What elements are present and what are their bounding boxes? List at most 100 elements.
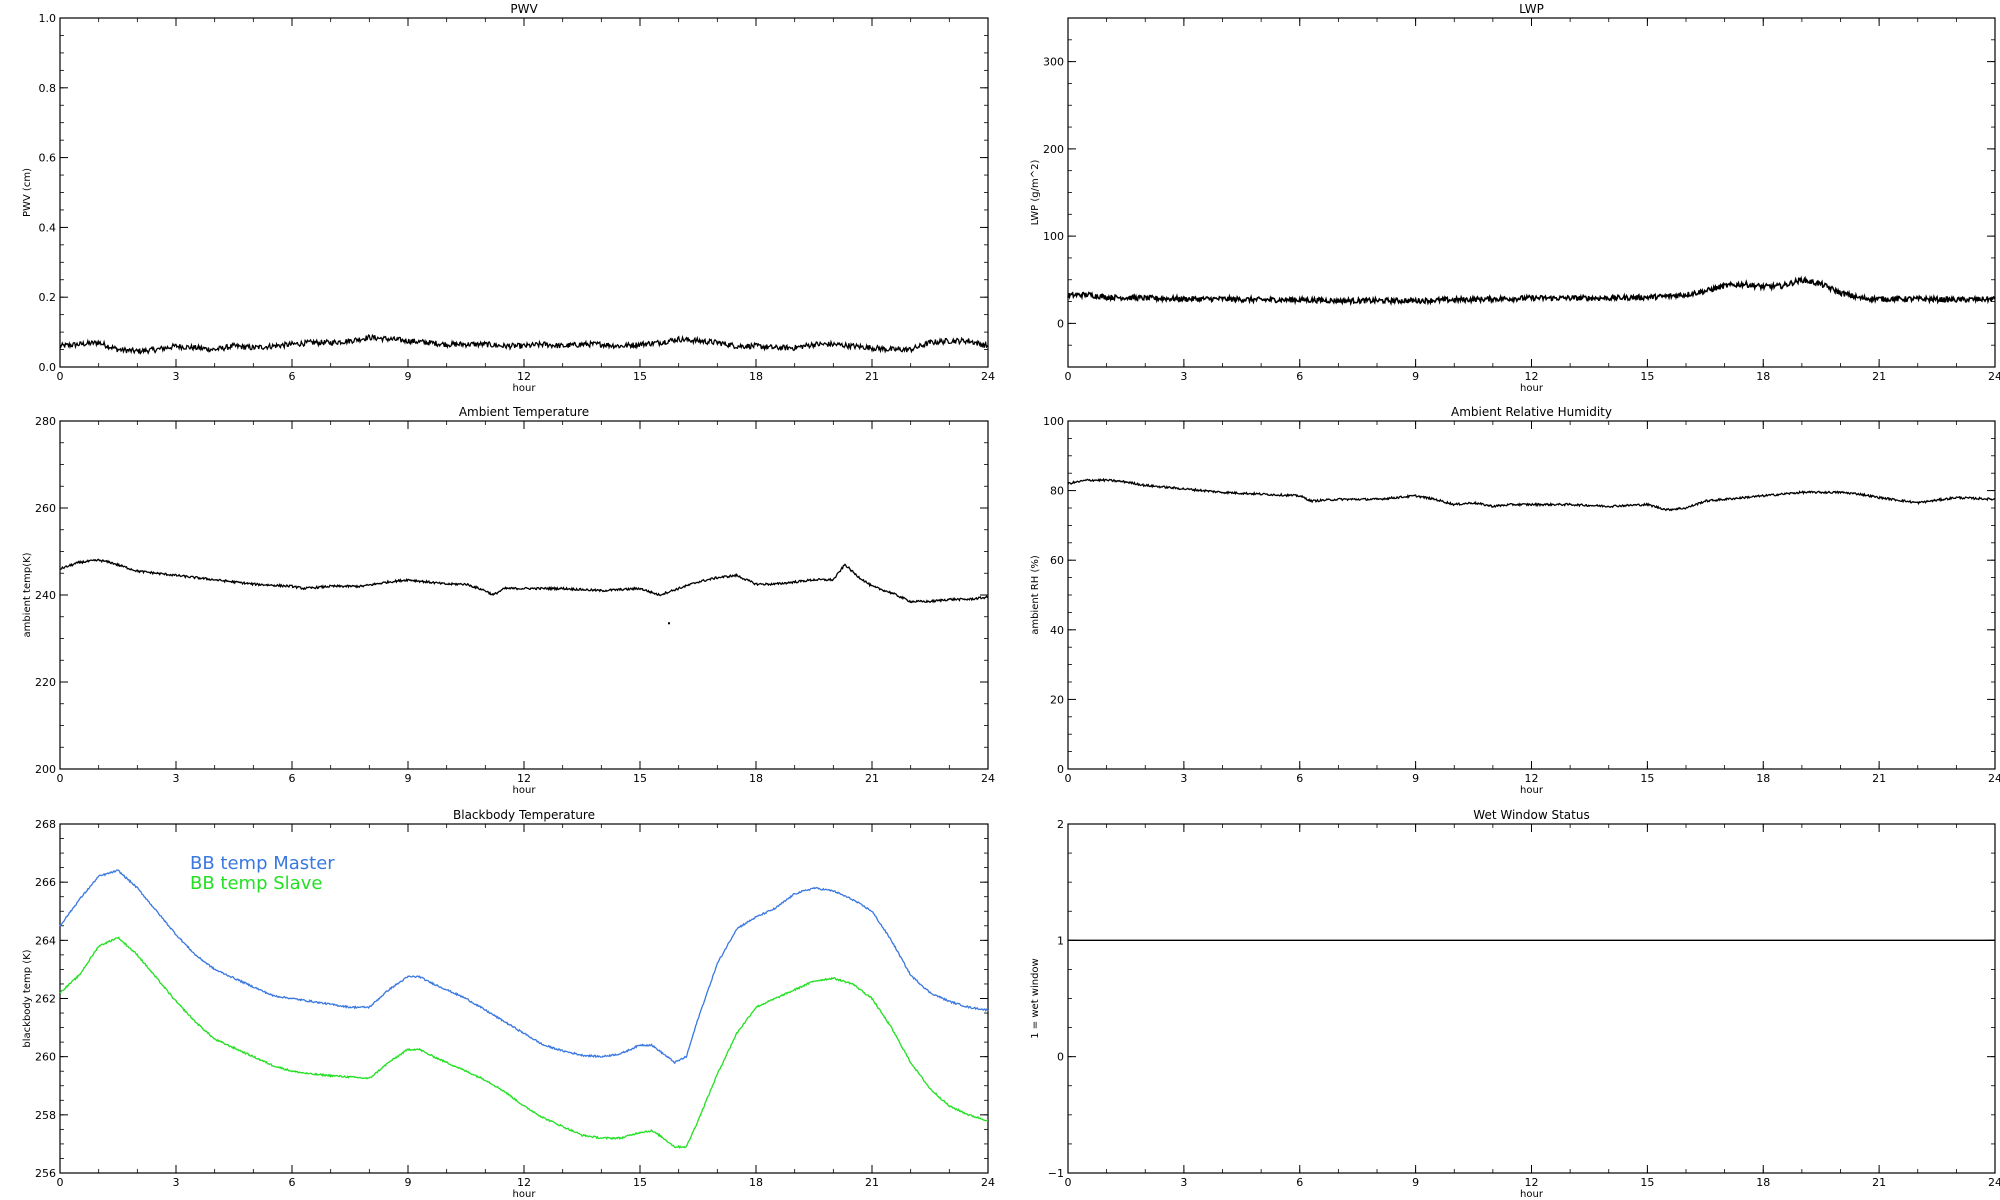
series-line-0	[59, 333, 989, 355]
x-tick-label: 3	[173, 370, 180, 383]
x-axis-label: hour	[513, 383, 537, 394]
y-tick-label: 100	[1043, 230, 1064, 243]
x-tick-label: 24	[1988, 772, 2000, 785]
y-axis-label: LWP (g/m^2)	[1030, 160, 1041, 226]
y-tick-label: 1	[1057, 934, 1064, 947]
data-point	[668, 622, 670, 625]
x-tick-label: 0	[57, 772, 64, 785]
series-line-0	[1067, 477, 1996, 512]
series-line-bb-temp-master	[59, 869, 989, 1065]
y-tick-label: 300	[1043, 56, 1064, 69]
y-tick-label: 220	[35, 676, 56, 689]
x-tick-label: 3	[1180, 772, 1187, 785]
x-tick-label: 9	[405, 1176, 412, 1189]
y-tick-label: 80	[1050, 485, 1064, 498]
x-tick-label: 21	[1872, 772, 1886, 785]
y-tick-label: 0	[1057, 763, 1064, 776]
x-tick-label: 12	[1525, 1176, 1539, 1189]
y-tick-label: 2	[1057, 818, 1064, 831]
x-tick-label: 0	[57, 1176, 64, 1189]
x-tick-label: 9	[405, 772, 412, 785]
x-tick-label: 9	[1412, 370, 1419, 383]
series-line-0	[59, 558, 989, 604]
y-tick-label: 100	[1043, 415, 1064, 428]
x-tick-label: 0	[57, 370, 64, 383]
y-tick-label: 240	[35, 589, 56, 602]
y-tick-label: 60	[1050, 554, 1064, 567]
x-tick-label: 0	[1065, 370, 1072, 383]
chart-title: Ambient Relative Humidity	[1451, 405, 1612, 419]
x-axis-label: hour	[513, 785, 537, 796]
chart-panel-lwp: LWP 0 3 6 9 12 15 18 21 24 hour 0 100 200 300 LWP (g/m^…	[1030, 2, 2000, 394]
x-tick-label: 15	[1640, 1176, 1654, 1189]
y-axis-label: blackbody temp (K)	[22, 949, 33, 1047]
x-tick-label: 15	[633, 1176, 647, 1189]
y-axis-label: PWV (cm)	[22, 168, 33, 217]
x-tick-label: 3	[173, 1176, 180, 1189]
plot-frame	[1067, 17, 1996, 368]
y-tick-label: 256	[35, 1167, 56, 1180]
chart-title: Ambient Temperature	[459, 405, 589, 419]
x-tick-label: 21	[1872, 1176, 1886, 1189]
plot-frame	[59, 17, 989, 368]
y-tick-label: 0.2	[39, 291, 57, 304]
x-tick-label: 21	[865, 1176, 879, 1189]
x-tick-label: 18	[749, 772, 763, 785]
plot-frame	[59, 420, 989, 770]
chart-title: Blackbody Temperature	[453, 808, 595, 822]
x-tick-label: 24	[1988, 370, 2000, 383]
x-tick-label: 0	[1065, 772, 1072, 785]
y-tick-label: 0.6	[39, 152, 57, 165]
chart-title: LWP	[1519, 2, 1544, 16]
y-tick-label: 262	[35, 993, 56, 1006]
x-axis-label: hour	[1520, 383, 1544, 394]
x-tick-label: 3	[1180, 1176, 1187, 1189]
y-tick-label: 266	[35, 876, 56, 889]
y-tick-label: −1	[1048, 1167, 1064, 1180]
x-tick-label: 18	[749, 370, 763, 383]
x-tick-label: 6	[1296, 1176, 1303, 1189]
y-tick-label: 264	[35, 934, 56, 947]
chart-panel-ambient-temp: Ambient Temperature 0 3 6 9 12 15 18 21 24 hour 200…	[22, 405, 995, 796]
x-tick-label: 15	[1640, 370, 1654, 383]
x-tick-label: 12	[1525, 370, 1539, 383]
y-axis-label: 1 = wet window	[1030, 958, 1041, 1038]
y-tick-label: 40	[1050, 624, 1064, 637]
x-tick-label: 18	[1756, 370, 1770, 383]
series-line-0	[1067, 275, 1996, 307]
y-tick-label: 260	[35, 1051, 56, 1064]
x-tick-label: 0	[1065, 1176, 1072, 1189]
plot-frame	[1067, 420, 1996, 770]
x-tick-label: 18	[1756, 1176, 1770, 1189]
y-axis-label: ambient RH (%)	[1030, 555, 1041, 635]
y-tick-label: 1.0	[39, 12, 57, 25]
y-tick-label: 0.4	[39, 221, 57, 234]
x-tick-label: 18	[749, 1176, 763, 1189]
plot-frame	[1067, 823, 1996, 1174]
x-tick-label: 12	[517, 370, 531, 383]
chart-panel-bb-temp: Blackbody Temperature 0 3 6 9 12 15 18 21 24 hour 2…	[22, 808, 995, 1200]
series-line-bb-temp-slave	[59, 936, 989, 1149]
x-tick-label: 15	[633, 772, 647, 785]
y-tick-label: 0.0	[39, 361, 57, 374]
x-tick-label: 12	[1525, 772, 1539, 785]
x-tick-label: 18	[1756, 772, 1770, 785]
x-tick-label: 24	[981, 772, 995, 785]
x-tick-label: 24	[1988, 1176, 2000, 1189]
chart-panel-pwv: PWV 0 3 6 9 12 15 18 21 24 hour 0.0 0.2 0.4 0.6 0.8 1.0 P…	[22, 2, 995, 394]
x-tick-label: 9	[405, 370, 412, 383]
x-axis-label: hour	[513, 1189, 537, 1200]
y-tick-label: 268	[35, 818, 56, 831]
y-tick-label: 258	[35, 1109, 56, 1122]
x-axis-label: hour	[1520, 785, 1544, 796]
y-tick-label: 200	[1043, 143, 1064, 156]
x-tick-label: 3	[173, 772, 180, 785]
x-tick-label: 6	[1296, 772, 1303, 785]
y-tick-label: 260	[35, 502, 56, 515]
y-tick-label: 20	[1050, 693, 1064, 706]
legend-entry: BB temp Master	[190, 853, 335, 874]
x-tick-label: 12	[517, 1176, 531, 1189]
x-tick-label: 3	[1180, 370, 1187, 383]
